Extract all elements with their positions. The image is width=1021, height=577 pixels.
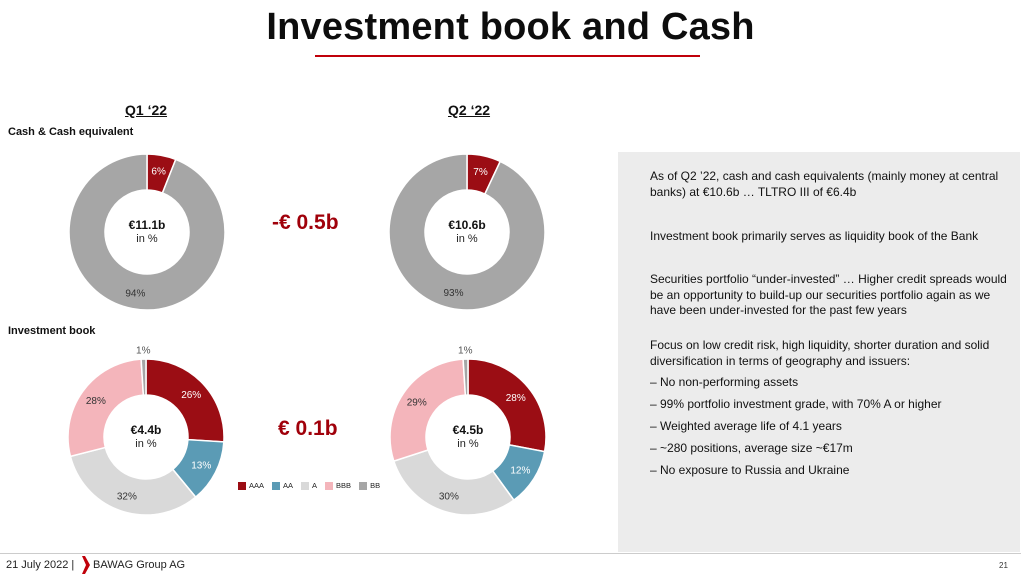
page-number: 21 [999, 561, 1008, 570]
legend-label: BBB [336, 481, 352, 490]
footer-company: BAWAG Group AG [93, 559, 186, 571]
bullet-item: – ~280 positions, average size ~€17m [650, 441, 853, 455]
bullet-item: – No exposure to Russia and Ukraine [650, 463, 850, 477]
q1-header: Q1 ‘22 [125, 102, 168, 118]
slice-label: 1% [458, 346, 473, 357]
pie-slice-bb [462, 358, 469, 396]
legend-label: AAA [249, 481, 265, 490]
bullet-item: – 99% portfolio investment grade, with 7… [650, 397, 942, 411]
commentary-cash: As of Q2 ’22, cash and cash equivalents … [650, 169, 999, 199]
legend-swatch [359, 481, 368, 490]
slice-label: 7% [473, 167, 488, 178]
pie-slice-a [392, 449, 515, 516]
slice-label: 94% [125, 288, 145, 299]
slice-label: 32% [117, 491, 137, 502]
legend-swatch [325, 481, 334, 490]
slice-label: 28% [506, 393, 526, 404]
slice-label: 29% [407, 398, 427, 409]
donut-invest-q2: 28% 12% 30% 29% 1% €4.5b in % [388, 346, 548, 517]
delta-investment: € 0.1b [278, 417, 338, 440]
bawag-logo-icon [82, 556, 90, 574]
legend-item-bbb: BBB [325, 481, 351, 490]
cash-row-label: Cash & Cash equivalent [8, 126, 134, 138]
footer-date: 21 July 2022 | [6, 559, 75, 571]
q2-header: Q2 ‘22 [448, 102, 491, 118]
pie-slice-aaa [467, 358, 547, 453]
donut-unit: in % [135, 438, 157, 450]
donut-unit: in % [457, 438, 479, 450]
slice-label: 93% [443, 288, 463, 299]
slice-label: 30% [439, 491, 459, 502]
slice-label: 13% [191, 461, 211, 472]
slice-label: 1% [136, 346, 151, 357]
donut-unit: in % [456, 233, 478, 245]
legend-item-aa: AA [272, 481, 293, 490]
delta-cash: -€ 0.5b [272, 211, 339, 234]
pie-slice-1 [68, 153, 226, 311]
pie-slice-1 [388, 153, 546, 311]
legend-label: BB [370, 481, 381, 490]
legend-swatch [272, 481, 281, 490]
pie-slice-bbb [389, 358, 467, 463]
commentary-focus: Focus on low credit risk, high liquidity… [650, 338, 990, 368]
donut-total: €4.4b [130, 423, 162, 437]
commentary-panel: As of Q2 ’22, cash and cash equivalents … [618, 152, 1020, 552]
legend-item-bb: BB [359, 481, 380, 490]
legend-swatch [301, 481, 310, 490]
slice-label: 6% [151, 167, 166, 178]
legend-swatch [238, 481, 246, 490]
legend-item-aaa: AAA [238, 481, 264, 490]
donut-cash-q1: 6% 94% €11.1b in % [67, 152, 227, 312]
pie-slice-aaa [145, 358, 225, 443]
donut-unit: in % [136, 233, 158, 245]
donut-total: €11.1b [128, 218, 166, 232]
donut-invest-q1: 26% 13% 32% 28% 1% €4.4b in % [66, 346, 226, 517]
pie-slice-a [69, 446, 197, 516]
legend-label: A [312, 481, 318, 490]
slice-label: 26% [181, 390, 201, 401]
legend-item-a: A [301, 481, 317, 490]
rating-legend: AAA AA A BBB BB [238, 481, 380, 490]
bullet-item: – No non-performing assets [650, 375, 799, 389]
investment-row-label: Investment book [8, 325, 96, 337]
donut-svg: 28% 12% 30% 29% 1% [389, 346, 547, 516]
donut-cash-q2: 7% 93% €10.6b in % [387, 152, 547, 312]
donut-svg: 26% 13% 32% 28% 1% [67, 346, 225, 516]
commentary-securities: Securities portfolio “under-invested” … … [650, 272, 1007, 317]
donut-svg: 6% 94% [68, 153, 226, 311]
title-underline [315, 55, 700, 57]
slice-label: 28% [86, 396, 106, 407]
page-title: Investment book and Cash [266, 6, 755, 48]
donut-svg: 7% 93% [388, 153, 546, 311]
footer-divider [0, 553, 1021, 554]
donut-total: €10.6b [448, 218, 486, 232]
commentary-liquidity: Investment book primarily serves as liqu… [650, 229, 979, 243]
donut-total: €4.5b [452, 423, 484, 437]
pie-slice-bb [140, 358, 147, 396]
bullet-item: – Weighted average life of 4.1 years [650, 419, 842, 433]
pie-slice-bbb [67, 358, 145, 458]
legend-label: AA [283, 481, 294, 490]
slice-label: 12% [510, 466, 530, 477]
